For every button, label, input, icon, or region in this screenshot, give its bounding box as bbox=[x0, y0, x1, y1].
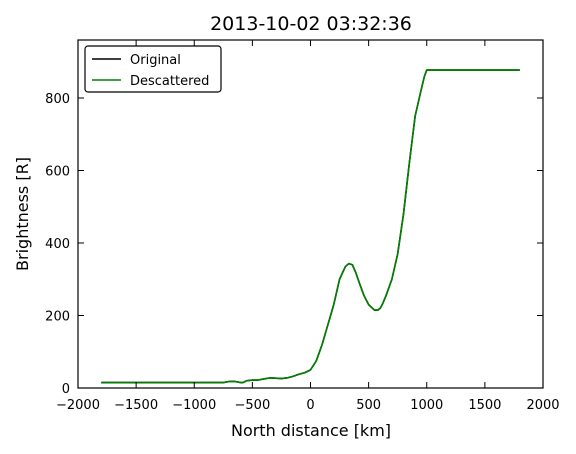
y-tick-label: 600 bbox=[45, 165, 70, 180]
x-tick-label: 2000 bbox=[526, 398, 559, 413]
x-tick-labels: −2000 −1500 −1000 −500 0 500 1000 1500 2000 bbox=[56, 398, 560, 413]
x-tick-label: 0 bbox=[306, 398, 314, 413]
x-axis-label: North distance [km] bbox=[231, 421, 391, 440]
x-tick-label: −1000 bbox=[172, 398, 216, 413]
x-tick-label: 1000 bbox=[410, 398, 443, 413]
y-tick-label: 800 bbox=[45, 92, 70, 107]
x-tick-label: −1500 bbox=[114, 398, 158, 413]
plot-area bbox=[77, 39, 544, 389]
legend-label-descattered: Descattered bbox=[130, 74, 209, 89]
x-tick-label: 1500 bbox=[468, 398, 501, 413]
ticks-layer bbox=[77, 40, 544, 389]
y-tick-label: 200 bbox=[45, 310, 70, 325]
legend: Original Descattered bbox=[84, 45, 222, 93]
x-tick-label: −500 bbox=[235, 398, 271, 413]
legend-label-original: Original bbox=[130, 53, 181, 68]
x-tick-label: 500 bbox=[356, 398, 381, 413]
y-axis-label: Brightness [R] bbox=[13, 157, 32, 271]
series-layer bbox=[101, 69, 520, 384]
y-tick-labels: 0 200 400 600 800 bbox=[45, 92, 70, 397]
chart-title: 2013-10-02 03:32:36 bbox=[210, 13, 412, 35]
series-line-descattered bbox=[101, 69, 520, 384]
plot-frame bbox=[77, 39, 544, 389]
y-tick-label: 0 bbox=[62, 382, 70, 397]
y-tick-label: 400 bbox=[45, 237, 70, 252]
x-tick-label: −2000 bbox=[56, 398, 100, 413]
